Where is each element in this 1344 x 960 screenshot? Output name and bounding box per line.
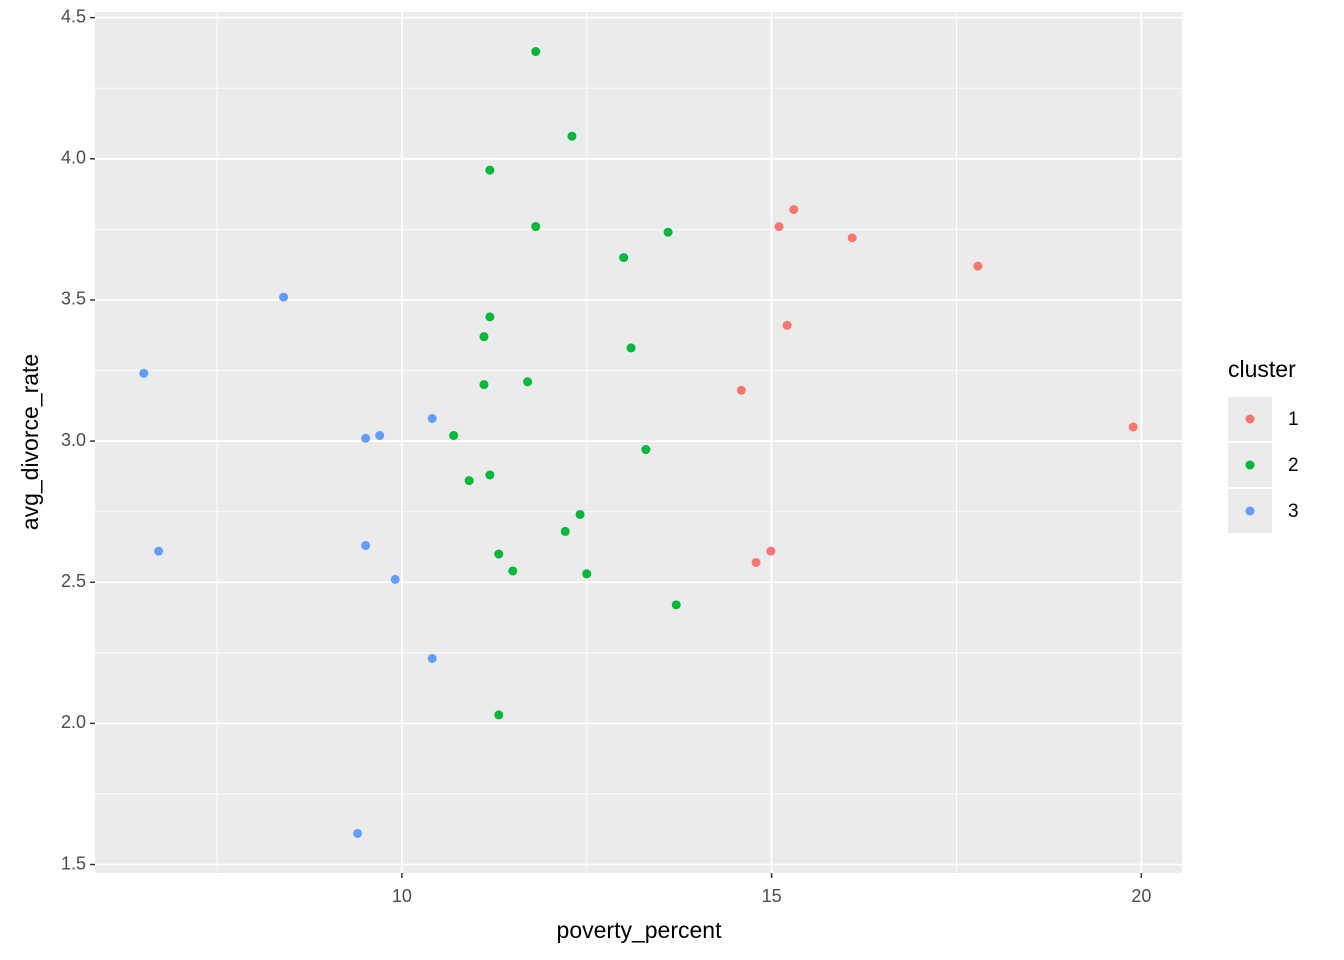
point [575, 509, 585, 519]
x-tick-label: 20 [1131, 886, 1151, 906]
point [361, 541, 371, 551]
point [766, 546, 776, 556]
y-tick-label: 4.5 [61, 6, 86, 26]
y-tick-label: 2.0 [61, 712, 86, 732]
point [485, 312, 495, 322]
legend-label: 1 [1288, 409, 1299, 430]
y-tick-label: 4.0 [61, 148, 86, 168]
point [663, 227, 673, 237]
point [567, 131, 577, 141]
point [560, 526, 570, 536]
y-tick-label: 2.5 [61, 571, 86, 591]
point [390, 574, 400, 584]
point [485, 165, 495, 175]
point [494, 549, 504, 559]
point [736, 385, 746, 395]
x-tick-label: 10 [392, 886, 412, 906]
point [508, 566, 518, 576]
legend-label: 2 [1288, 455, 1299, 476]
legend-label: 3 [1288, 501, 1299, 522]
point [531, 47, 541, 57]
point [449, 430, 459, 440]
point [531, 222, 541, 232]
point [973, 261, 983, 271]
y-tick-label: 3.5 [61, 289, 86, 309]
point [154, 546, 164, 556]
point [361, 433, 371, 443]
point [479, 380, 489, 390]
legend-swatch [1245, 414, 1255, 424]
legend-swatch [1245, 460, 1255, 470]
point [582, 569, 592, 579]
point [427, 414, 437, 424]
legend-swatch [1245, 506, 1255, 516]
point [523, 377, 533, 387]
point [464, 476, 474, 486]
point [279, 292, 289, 302]
point [479, 332, 489, 342]
point [139, 368, 149, 378]
y-tick-label: 3.0 [61, 430, 86, 450]
x-axis-title: poverty_percent [557, 917, 723, 943]
y-tick-label: 1.5 [61, 853, 86, 873]
x-tick-label: 15 [762, 886, 782, 906]
point [375, 430, 385, 440]
point [626, 343, 636, 353]
point [671, 600, 681, 610]
point [847, 233, 857, 243]
panel [95, 12, 1182, 873]
point [751, 557, 761, 567]
point [1128, 422, 1138, 432]
point [774, 222, 784, 232]
y-axis-title: avg_divorce_rate [17, 354, 43, 530]
point [427, 653, 437, 663]
point [789, 205, 799, 215]
point [782, 320, 792, 330]
point [494, 710, 504, 720]
point [485, 470, 495, 480]
legend-title: cluster [1228, 356, 1296, 382]
point [619, 253, 629, 263]
point [641, 445, 651, 455]
point [353, 828, 363, 838]
